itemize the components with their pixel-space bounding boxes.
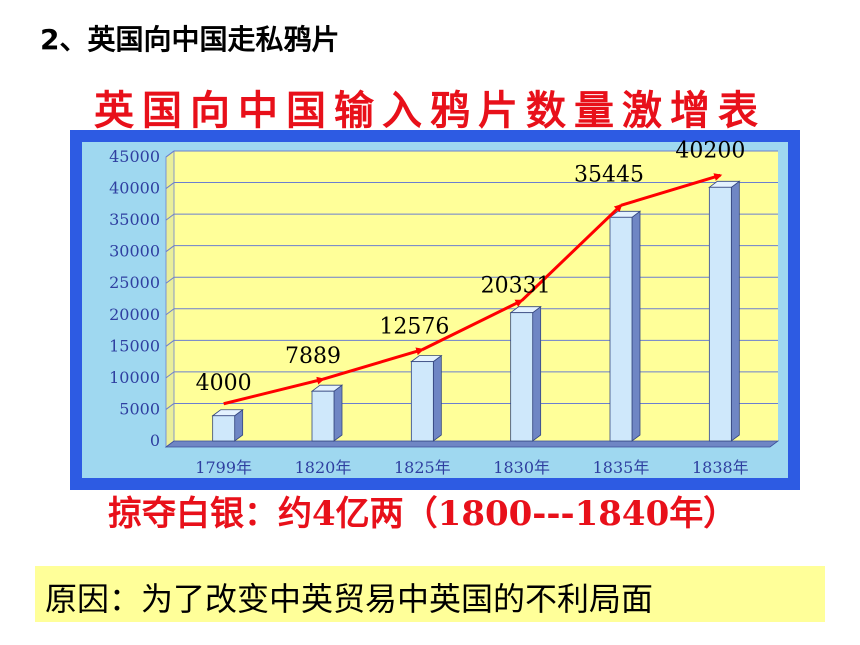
bar-side [631, 210, 641, 442]
gridline-wall [165, 308, 175, 316]
data-label: 20331 [481, 274, 551, 299]
gridline-wall [165, 150, 175, 158]
plot-floor [164, 440, 780, 448]
data-label: 12576 [379, 315, 449, 340]
silver-note: 掠夺白银：约4亿两（1800---1840年） [108, 494, 738, 534]
y-tick-label: 25000 [109, 273, 160, 292]
gridline-wall [165, 403, 175, 410]
x-tick-label: 1830年 [493, 458, 550, 477]
gridline-wall [165, 182, 175, 189]
trend-line-segment [620, 173, 723, 207]
bar-chart: 0 5000 10000 15000 20000 25000 30000 35000 40000… [82, 138, 788, 478]
x-tick-label: 1799年 [195, 458, 252, 477]
x-tick-label: 1838年 [692, 458, 749, 477]
plot-wall [165, 150, 175, 448]
y-tick-label: 10000 [109, 368, 160, 387]
chart-title: 英国向中国输入鸦片数量激增表 [94, 87, 766, 134]
bar-side [532, 305, 542, 442]
data-label: 7889 [285, 344, 341, 369]
bar [311, 390, 335, 442]
x-tick-label: 1825年 [394, 458, 451, 477]
bar [410, 361, 434, 442]
data-label: 4000 [196, 371, 252, 396]
gridline-wall [165, 371, 175, 379]
gridline-wall [165, 213, 175, 221]
data-label: 35445 [574, 162, 644, 187]
chart-frame: 0 5000 10000 15000 20000 25000 30000 35000 40000… [70, 130, 800, 490]
y-tick-label: 5000 [119, 399, 160, 418]
trend-line-segment [421, 299, 524, 351]
bar-side [432, 354, 442, 442]
y-tick-label: 30000 [109, 242, 160, 261]
y-tick-label: 0 [150, 431, 160, 450]
trend-line-segment [520, 203, 623, 302]
plot-background [174, 151, 778, 441]
gridline-wall [165, 276, 175, 284]
page-heading: 2、英国向中国走私鸦片 [40, 23, 340, 56]
gridline-wall [165, 339, 175, 347]
bar [609, 216, 633, 442]
bar [212, 415, 236, 442]
reason-box: 原因：为了改变中英贸易中英国的不利局面 [35, 566, 825, 622]
y-tick-label: 35000 [109, 210, 160, 229]
y-tick-label: 15000 [109, 336, 160, 355]
bar [510, 312, 534, 442]
bar [708, 186, 732, 442]
y-tick-label: 20000 [109, 305, 160, 324]
y-tick-label: 40000 [109, 179, 160, 198]
x-tick-label: 1835年 [593, 458, 650, 477]
trend-line-segment [223, 376, 325, 406]
reason-text: 原因：为了改变中英贸易中英国的不利局面 [45, 580, 654, 618]
bar-side [333, 384, 343, 442]
trend-line-segment [322, 347, 425, 381]
y-tick-label: 45000 [109, 147, 160, 166]
x-tick-label: 1820年 [295, 458, 352, 477]
gridline-wall [165, 245, 175, 253]
data-label: 40200 [675, 138, 745, 163]
bar-side [730, 180, 740, 442]
